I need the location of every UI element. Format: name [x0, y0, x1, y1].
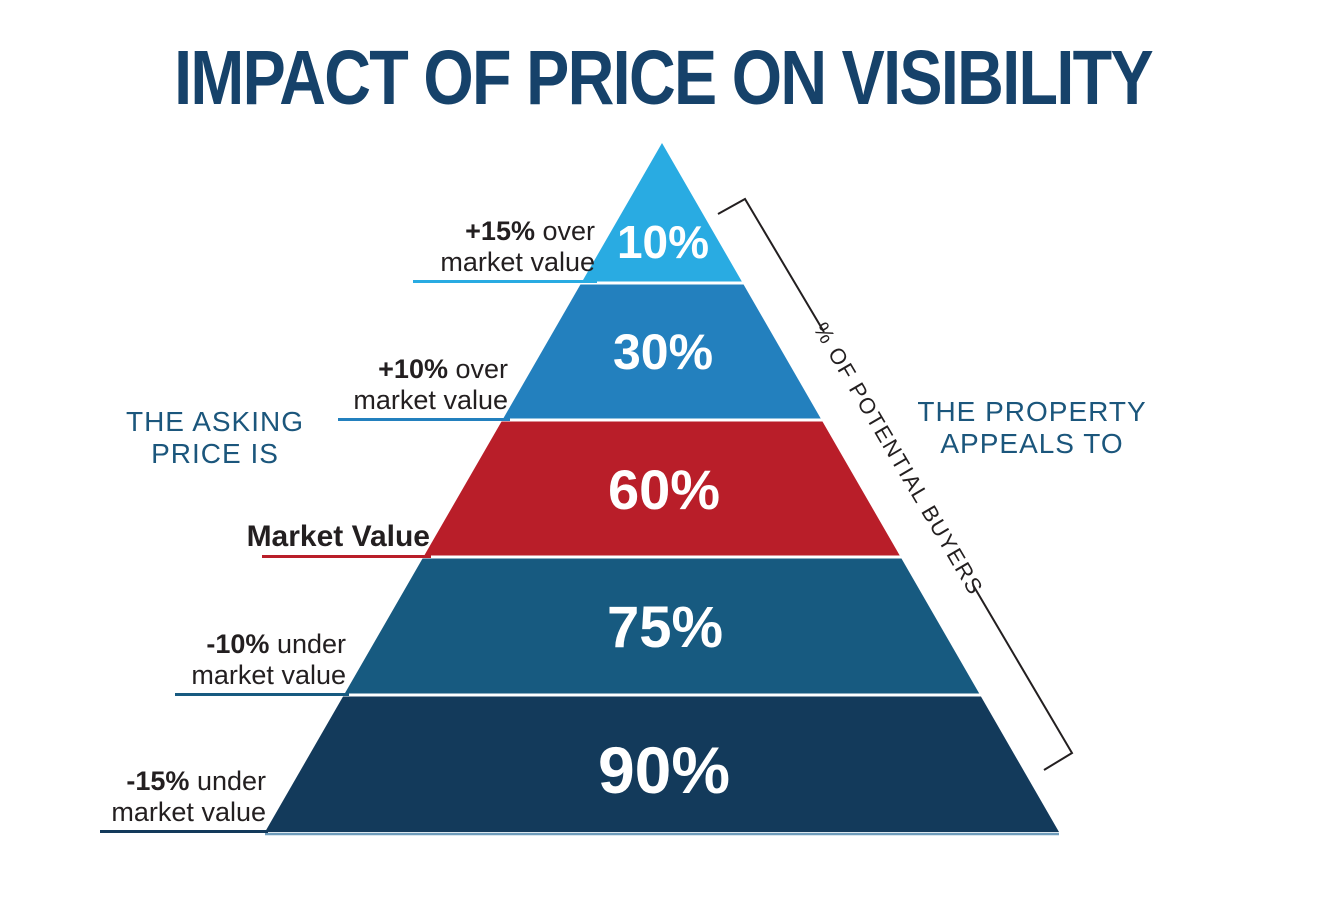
percent-value-60: 60% [607, 458, 721, 521]
label-line2: market value [440, 247, 595, 277]
label-line1: +10% over [378, 354, 508, 384]
label-line2: market value [353, 385, 508, 415]
heading-line2: PRICE IS [151, 438, 279, 469]
page-title: IMPACT OF PRICE ON VISIBILITY [174, 35, 1154, 121]
pyramid-level-90 [265, 695, 1059, 832]
label-line2: market value [191, 660, 346, 690]
pyramid-level-60 [423, 420, 901, 557]
percent-value-30: 30% [612, 324, 714, 380]
label-line1: +15% over [465, 216, 595, 246]
percent-value-10: 10% [616, 216, 710, 268]
label-plus10-over-market-value: +10% over market value [248, 354, 508, 416]
bracket-line-top [717, 197, 825, 333]
label-minus15-under-market-value: -15% under market value [6, 766, 266, 828]
heading-property-appeals: THE PROPERTY APPEALS TO [872, 396, 1192, 460]
label-market-value: Market Value [170, 521, 430, 552]
label-line1: -10% under [206, 629, 346, 659]
bracket-line-bottom [972, 584, 1074, 771]
pyramid-level-30 [502, 283, 822, 420]
pyramid-level-75 [343, 557, 981, 695]
label-line2: market value [111, 797, 266, 827]
heading-line1: THE ASKING [125, 406, 305, 437]
percent-value-75: 75% [606, 595, 724, 660]
pyramid-level-10 [581, 143, 743, 283]
label-minus10-under-market-value: -10% under market value [86, 629, 346, 691]
heading-line2: APPEALS TO [940, 428, 1124, 459]
heading-line1: THE PROPERTY [917, 396, 1147, 427]
heading-asking-price: THE ASKING PRICE IS [55, 406, 375, 470]
label-plus15-over-market-value: +15% over market value [335, 216, 595, 278]
percent-value-90: 90% [597, 733, 731, 807]
label-line1: Market Value [246, 520, 430, 553]
label-line1: -15% under [126, 766, 266, 796]
